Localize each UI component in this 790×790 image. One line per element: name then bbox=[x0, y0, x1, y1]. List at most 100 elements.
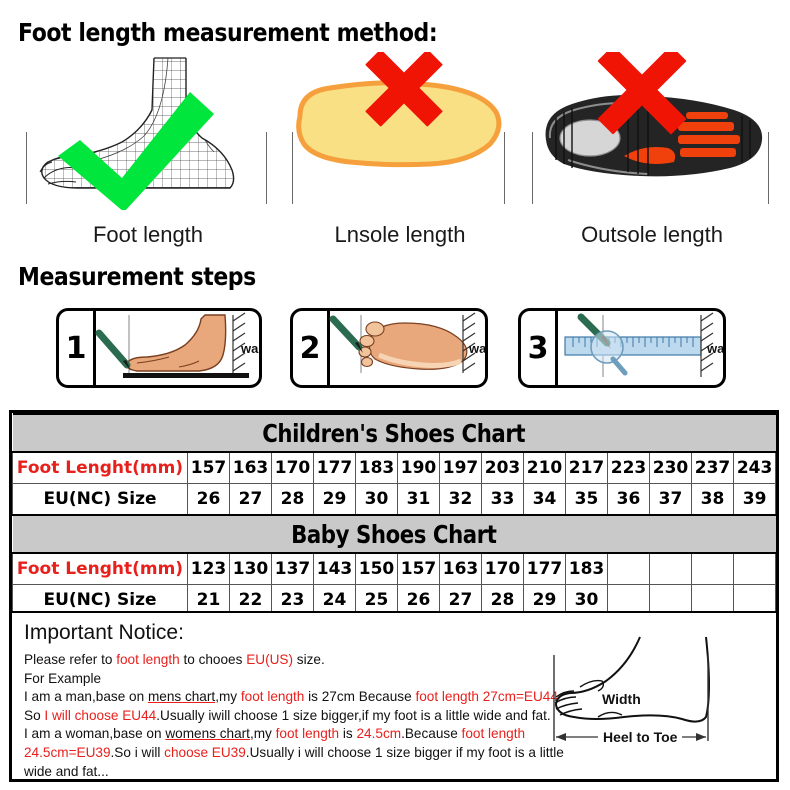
cell-foot-length: 210 bbox=[523, 451, 566, 484]
important-notice-body: Please refer to foot length to chooes EU… bbox=[24, 651, 564, 781]
cell-foot-length: 137 bbox=[271, 552, 314, 585]
wall-label: wall bbox=[241, 341, 262, 356]
notice-line-7: wide and fat... bbox=[24, 763, 109, 779]
method-panel-insole-length: Lnsole length bbox=[290, 52, 510, 250]
method-panel-foot-length: Foot length bbox=[18, 52, 278, 250]
cell-foot-length: 163 bbox=[439, 552, 482, 585]
measure-bracket-left bbox=[532, 132, 533, 204]
cell-foot-length-empty bbox=[691, 552, 734, 585]
cell-eu-size-empty bbox=[732, 584, 777, 616]
cell-foot-length: 170 bbox=[481, 552, 524, 585]
measure-bracket-left bbox=[26, 132, 27, 204]
cell-eu-size: 29 bbox=[313, 483, 356, 516]
measure-bracket-left bbox=[292, 132, 293, 204]
wall-label: wall bbox=[469, 341, 487, 356]
size-chart-table: Children's Shoes Chart Foot Lenght(mm) 1… bbox=[12, 413, 777, 616]
notice-line-1: Please refer to foot length to chooes EU… bbox=[24, 652, 325, 667]
cell-eu-size: 26 bbox=[397, 584, 440, 616]
children-chart-title: Children's Shoes Chart bbox=[12, 413, 776, 453]
step-number: 2 bbox=[293, 311, 330, 385]
method-panel-label: Outsole length bbox=[581, 222, 723, 247]
insole-illustration bbox=[290, 52, 510, 210]
cell-foot-length: 157 bbox=[187, 451, 230, 484]
baby-chart-title-row: Baby Shoes Chart bbox=[12, 514, 776, 554]
baby-chart-title: Baby Shoes Chart bbox=[12, 514, 776, 554]
measure-bracket-right bbox=[768, 132, 769, 204]
cell-eu-size: 33 bbox=[481, 483, 524, 516]
important-notice-title: Important Notice: bbox=[24, 621, 184, 644]
method-panel-label: Lnsole length bbox=[334, 222, 466, 247]
measurement-steps-row: 1 bbox=[0, 300, 790, 400]
cell-foot-length-empty bbox=[607, 552, 650, 585]
foot-diagram-heel-to-toe-label: Heel to Toe bbox=[598, 729, 683, 745]
cell-eu-size: 28 bbox=[271, 483, 314, 516]
foot-diagram-width-label: Width bbox=[602, 691, 641, 707]
cell-eu-size: 24 bbox=[313, 584, 356, 616]
method-panels: Foot length Lnsole length bbox=[0, 52, 790, 250]
cross-icon bbox=[590, 52, 694, 142]
cell-eu-size: 39 bbox=[732, 483, 777, 516]
wall-label: wall bbox=[707, 341, 725, 356]
row-label-foot-length: Foot Lenght(mm) bbox=[12, 552, 188, 585]
cross-icon bbox=[360, 52, 448, 132]
cell-foot-length: 203 bbox=[481, 451, 524, 484]
baby-eu-size-row: EU(NC) Size 21 22 23 24 25 26 27 28 29 3… bbox=[12, 584, 777, 616]
step-box-1: 1 bbox=[56, 308, 262, 388]
page-title-foot-method: Foot length measurement method: bbox=[18, 18, 438, 47]
foot-measure-diagram: Width Heel to Toe bbox=[540, 631, 766, 759]
cell-eu-size: 38 bbox=[691, 483, 734, 516]
notice-line-2: For Example bbox=[24, 670, 102, 686]
notice-line-6: 24.5cm=EU39.So i will choose EU39.Usuall… bbox=[24, 744, 564, 760]
cell-foot-length: 190 bbox=[397, 451, 440, 484]
cell-eu-size: 27 bbox=[439, 584, 482, 616]
row-label-foot-length: Foot Lenght(mm) bbox=[12, 451, 188, 484]
important-notice-panel: Important Notice: Please refer to foot l… bbox=[12, 611, 776, 779]
cell-foot-length: 150 bbox=[355, 552, 398, 585]
row-label-eu-size: EU(NC) Size bbox=[12, 483, 188, 516]
cell-eu-size: 23 bbox=[271, 584, 314, 616]
cell-foot-length: 230 bbox=[649, 451, 692, 484]
foot-side-pencil-icon: wall bbox=[93, 311, 259, 385]
baby-chart-title-text: Baby Shoes Chart bbox=[291, 519, 497, 549]
cell-eu-size: 26 bbox=[187, 483, 230, 516]
measure-bracket-right bbox=[504, 132, 505, 204]
step-number: 3 bbox=[521, 311, 558, 385]
cell-eu-size: 30 bbox=[355, 483, 398, 516]
measure-bracket-right bbox=[266, 132, 267, 204]
cell-foot-length: 143 bbox=[313, 552, 356, 585]
cell-eu-size: 36 bbox=[607, 483, 650, 516]
cell-eu-size-empty bbox=[607, 584, 650, 616]
cell-eu-size: 29 bbox=[523, 584, 566, 616]
insole-icon bbox=[296, 80, 502, 168]
method-panel-outsole-length: Outsole length bbox=[528, 52, 776, 250]
cell-eu-size: 34 bbox=[523, 483, 566, 516]
cell-foot-length: 170 bbox=[271, 451, 314, 484]
cell-eu-size-empty bbox=[649, 584, 692, 616]
cell-eu-size: 35 bbox=[565, 483, 608, 516]
size-chart-panel: Children's Shoes Chart Foot Lenght(mm) 1… bbox=[9, 410, 779, 782]
step-box-2: 2 bbox=[290, 308, 488, 388]
baby-foot-length-row: Foot Lenght(mm) 123 130 137 143 150 157 … bbox=[12, 552, 777, 585]
foot-top-pencil-icon: wall bbox=[327, 311, 485, 385]
cell-foot-length-empty bbox=[732, 552, 777, 585]
cell-foot-length: 130 bbox=[229, 552, 272, 585]
children-eu-size-row: EU(NC) Size 26 27 28 29 30 31 32 33 34 3… bbox=[12, 483, 777, 516]
cell-foot-length: 197 bbox=[439, 451, 482, 484]
notice-line-4: So I will choose EU44.Usually iwill choo… bbox=[24, 707, 551, 723]
cell-eu-size: 30 bbox=[565, 584, 608, 616]
cell-eu-size: 27 bbox=[229, 483, 272, 516]
method-panel-label: Foot length bbox=[92, 222, 204, 247]
foot-mesh-illustration bbox=[18, 52, 278, 210]
page-title-measurement-steps: Measurement steps bbox=[18, 262, 256, 291]
cell-foot-length: 157 bbox=[397, 552, 440, 585]
cell-foot-length: 177 bbox=[523, 552, 566, 585]
children-chart-title-text: Children's Shoes Chart bbox=[262, 418, 526, 448]
cell-foot-length: 217 bbox=[565, 451, 608, 484]
cell-foot-length: 243 bbox=[732, 451, 777, 484]
children-foot-length-row: Foot Lenght(mm) 157 163 170 177 183 190 … bbox=[12, 451, 777, 484]
cell-foot-length: 183 bbox=[355, 451, 398, 484]
cell-eu-size: 28 bbox=[481, 584, 524, 616]
outsole-illustration bbox=[528, 52, 776, 210]
notice-line-3: I am a man,base on mens chart,my foot le… bbox=[24, 689, 562, 705]
cell-foot-length: 183 bbox=[565, 552, 608, 585]
